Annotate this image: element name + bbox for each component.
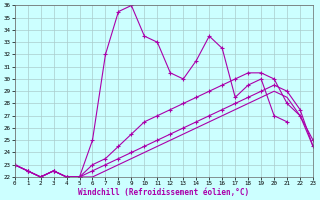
X-axis label: Windchill (Refroidissement éolien,°C): Windchill (Refroidissement éolien,°C) [78,188,249,197]
